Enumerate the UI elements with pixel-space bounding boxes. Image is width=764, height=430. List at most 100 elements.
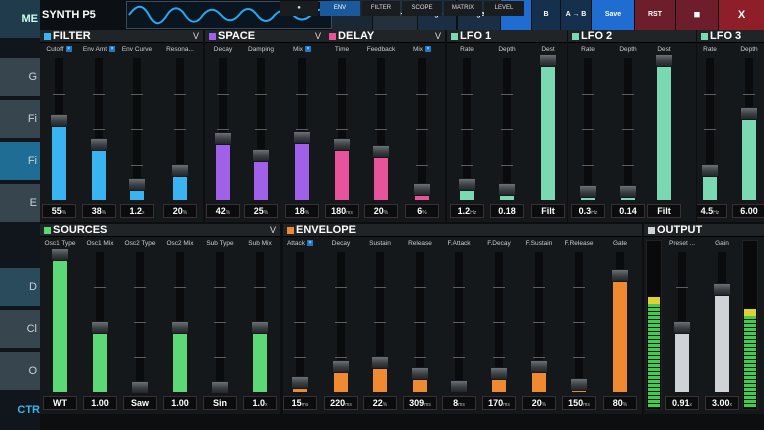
sidebar-item[interactable]: E [0,184,40,222]
bottom-tab[interactable]: ENV [320,1,360,16]
bottom-tab[interactable]: MATRIX [444,1,482,16]
slider-handle[interactable] [673,321,691,334]
slider-envelope-7[interactable]: F.Release 150ms [559,224,599,414]
slider-value[interactable]: Saw [123,396,157,410]
slider-value[interactable]: 6% [405,204,439,218]
modulation-x-icon[interactable]: × [109,46,116,53]
slider-sources-3[interactable]: Osc2 Mix 1.00 [160,224,200,414]
slider-handle[interactable] [498,183,516,197]
slider-envelope-8[interactable]: Gate 80% [600,224,640,414]
slider-sources-5[interactable]: Sub Mix 1.0x [240,224,280,414]
slider-sources-0[interactable]: Osc1 Type WT [40,224,80,414]
modulation-x-icon[interactable]: × [305,46,312,53]
panel-collapse-toggle[interactable]: V [314,31,321,41]
b-button[interactable]: B [532,0,560,30]
slider-delay-0[interactable]: Time 180ms [325,30,362,222]
slider-handle[interactable] [91,321,109,334]
slider-sources-4[interactable]: Sub Type Sin [200,224,240,414]
slider-output-0[interactable]: Preset ... 0.91x [662,224,702,414]
slider-handle[interactable] [579,184,597,198]
slider-value[interactable]: 4.5Hz [697,204,727,218]
slider-handle[interactable] [611,269,629,283]
slider-value[interactable]: 1.0x [243,396,277,410]
slider-value[interactable]: 22% [363,396,397,410]
panel-collapse-toggle[interactable]: V [434,31,441,41]
sidebar-item[interactable]: O [0,352,40,390]
slider-handle[interactable] [128,177,146,191]
stop-button[interactable]: ■ [676,0,718,30]
slider-value[interactable]: 25% [244,204,278,218]
modulation-x-icon[interactable]: × [65,46,72,53]
slider-value[interactable]: 38% [82,204,116,218]
slider-handle[interactable] [619,184,637,198]
slider-sources-2[interactable]: Osc2 Type Saw [120,224,160,414]
slider-handle[interactable] [291,375,309,389]
slider-value[interactable]: 6.00 [732,204,764,218]
slider-value[interactable]: WT [43,396,77,410]
modulation-x-icon[interactable]: × [307,240,314,247]
slider-handle[interactable] [570,378,588,392]
sidebar-item[interactable]: D [0,268,40,306]
slider-lfo1-2[interactable]: Dest Filt [528,30,567,222]
slider-handle[interactable] [458,177,476,191]
slider-delay-2[interactable]: Mix × 6% [402,30,442,222]
slider-handle[interactable] [171,163,189,177]
slider-handle[interactable] [131,381,149,395]
sidebar-menu-label[interactable]: ME [0,0,40,38]
slider-lfo3-0[interactable]: Rate 4.5Hz [697,30,730,222]
slider-envelope-4[interactable]: F.Attack 8ms [439,224,479,414]
slider-handle[interactable] [490,367,508,381]
bottom-tab[interactable]: SCOPE [402,1,442,16]
slider-value[interactable]: 3.00x [705,396,739,410]
slider-value[interactable]: 0.14 [611,204,645,218]
a-to-b-button[interactable]: A → B [561,0,591,30]
slider-value[interactable]: 150ms [562,396,596,410]
slider-handle[interactable] [539,54,557,67]
slider-handle[interactable] [50,113,68,127]
slider-space-0[interactable]: Decay 42% [205,30,243,222]
slider-sources-1[interactable]: Osc1 Mix 1.00 [80,224,120,414]
panel-collapse-toggle[interactable]: V [192,31,199,41]
modulation-x-icon[interactable]: × [425,46,432,53]
slider-output-1[interactable]: Gain 3.00x [702,224,742,414]
slider-handle[interactable] [530,360,548,374]
sidebar-item[interactable]: G [0,58,40,96]
slider-value[interactable]: 0.18 [490,204,524,218]
slider-filter-0[interactable]: Cutoff × 55% [40,30,79,222]
close-button[interactable]: X [719,0,764,30]
slider-handle[interactable] [372,145,390,159]
slider-value[interactable]: 20% [163,204,197,218]
slider-value[interactable]: Filt [647,204,681,218]
slider-value[interactable]: Sin [203,396,237,410]
sidebar-item[interactable]: Fi [0,100,40,138]
slider-handle[interactable] [450,379,468,393]
slider-handle[interactable] [713,283,731,297]
panel-collapse-toggle[interactable]: V [269,225,276,235]
slider-handle[interactable] [90,138,108,152]
slider-handle[interactable] [655,54,673,67]
slider-value[interactable]: 8ms [442,396,476,410]
slider-envelope-1[interactable]: Decay 220ms [321,224,361,414]
slider-filter-1[interactable]: Env Amt × 38% [79,30,119,222]
slider-envelope-3[interactable]: Release 309ms [400,224,440,414]
slider-value[interactable]: 1.00 [163,396,197,410]
slider-handle[interactable] [411,367,429,381]
slider-value[interactable]: 20% [522,396,556,410]
slider-value[interactable]: 220ms [324,396,358,410]
slider-handle[interactable] [171,321,189,334]
slider-value[interactable]: Filt [531,204,565,218]
slider-envelope-6[interactable]: F.Sustain 20% [519,224,559,414]
slider-filter-2[interactable]: Env Curve 1.2x [117,30,157,222]
slider-value[interactable]: 18% [285,204,319,218]
slider-handle[interactable] [211,381,229,395]
slider-envelope-2[interactable]: Sustain 22% [360,224,400,414]
slider-filter-3[interactable]: Resona... 20% [160,30,200,222]
slider-value[interactable]: 1.2Hz [450,204,484,218]
slider-handle[interactable] [214,132,232,146]
slider-handle[interactable] [252,149,270,163]
sidebar-ctr-label[interactable]: CTR [17,404,40,416]
slider-lfo3-1[interactable]: Depth 6.00 [729,30,764,222]
slider-space-2[interactable]: Mix × 18% [282,30,322,222]
slider-value[interactable]: 1.00 [83,396,117,410]
slider-value[interactable]: 15ms [283,396,317,410]
